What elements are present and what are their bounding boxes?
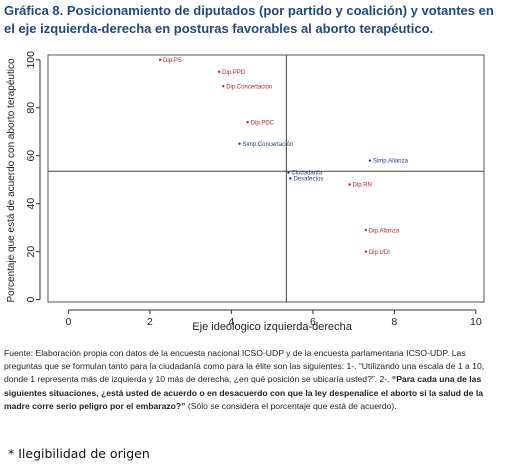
scatter-point: Dip.PS: [158, 58, 182, 64]
scatter-point: Ciudadanía: [287, 171, 323, 177]
point-label: Dip.Concertación: [226, 84, 272, 90]
x-axis-label: Eje ideologico izquierda-derecha: [192, 321, 352, 333]
scatter-point: Dip.RN: [348, 183, 372, 189]
y-tick-label: 0: [25, 297, 37, 303]
x-tick-label: 4: [228, 316, 234, 328]
point-marker: [289, 177, 292, 180]
scatter-point: Dip.PPD: [217, 70, 246, 76]
point-label: Ciudadanía: [291, 171, 322, 177]
point-marker: [368, 159, 372, 162]
point-label: Dip.UDI: [369, 250, 390, 256]
y-tick-label: 100: [25, 51, 37, 69]
x-tick-label: 0: [65, 316, 71, 328]
point-marker: [222, 84, 225, 88]
x-tick-label: 2: [147, 316, 153, 328]
data-points: Dip.PS Dip.PPD Dip.Concertación Dip.PDC Simp…: [158, 58, 409, 256]
point-marker: [348, 183, 351, 186]
legibility-note: * Ilegibilidad de origen: [8, 446, 150, 461]
point-marker: [364, 228, 368, 232]
point-label: Desafectos: [293, 177, 323, 183]
x-axis: 0 2 4 6 8 10: [65, 309, 482, 328]
point-marker: [158, 58, 162, 61]
y-tick-label: 60: [25, 150, 37, 162]
point-marker: [217, 70, 221, 73]
point-marker: [287, 171, 290, 174]
point-label: Dip.PPD: [222, 70, 246, 76]
source-text-2: (Sólo se considera el porcentaje que est…: [185, 400, 397, 411]
point-label: Dip.RN: [353, 183, 372, 189]
point-label: Simp.Alianza: [373, 159, 409, 165]
chart-title: Gráfica 8. Posicionamiento de diputados …: [4, 3, 494, 36]
point-marker: [246, 120, 249, 124]
point-label: Dip.PS: [163, 58, 182, 64]
scatter-point: Dip.UDI: [364, 250, 390, 256]
x-tick-label: 10: [470, 316, 482, 328]
y-tick-label: 40: [25, 198, 37, 210]
point-label: Dip.Alianza: [369, 228, 400, 234]
source-note: Fuente: Elaboración propia con datos de …: [4, 347, 502, 413]
point-marker: [364, 250, 368, 253]
source-question: “Para cada una de las siguientes situaci…: [4, 374, 484, 411]
scatter-point: Desafectos: [289, 177, 323, 183]
point-label: Simp.Concertación: [243, 142, 294, 148]
x-tick-label: 6: [310, 316, 316, 328]
plot-area: [47, 54, 485, 303]
y-axis: 0 20 40 60 80 100: [25, 51, 41, 303]
y-tick-label: 80: [25, 102, 37, 114]
scatter-plot: 0 2 4 6 8 10 0 20 40 60 80 100 Dip.PS Dip.PPD Dip.Co…: [0, 50, 506, 345]
scatter-point: Dip.PDC: [246, 120, 275, 126]
scatter-point: Dip.Alianza: [364, 228, 400, 234]
y-axis-label: Porcentaje que está de acuerdo con abort…: [6, 58, 17, 302]
chart: 0 2 4 6 8 10 0 20 40 60 80 100 Dip.PS Dip.PPD Dip.Co…: [0, 50, 506, 345]
x-tick-label: 8: [391, 316, 397, 328]
y-tick-label: 20: [25, 246, 37, 258]
scatter-point: Simp.Concertación: [238, 142, 293, 148]
source-text-1: Fuente: Elaboración propia con datos de …: [4, 348, 485, 385]
scatter-point: Simp.Alianza: [368, 159, 409, 165]
scatter-point: Dip.Concertación: [222, 84, 272, 90]
point-label: Dip.PDC: [251, 120, 275, 126]
point-marker: [238, 142, 241, 145]
reference-lines: [48, 55, 484, 302]
